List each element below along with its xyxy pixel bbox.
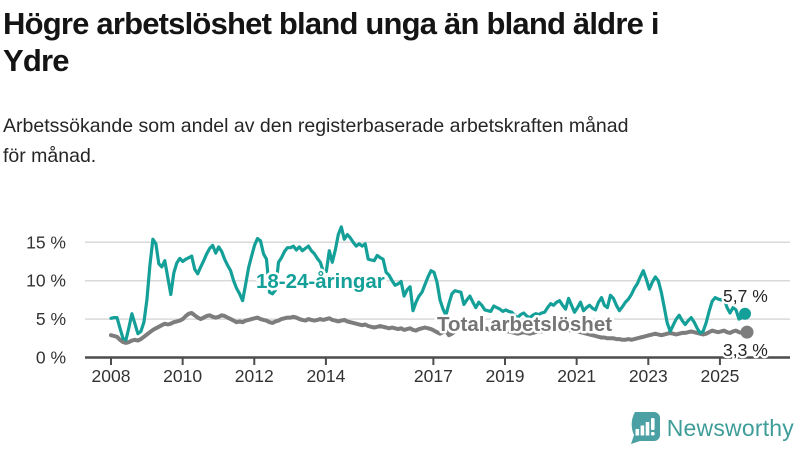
logo-bar-3 bbox=[645, 422, 650, 436]
x-tick-label-2025: 2025 bbox=[700, 366, 739, 386]
logo-bar-2 bbox=[640, 425, 644, 436]
brand-name: Newsworthy bbox=[666, 414, 794, 441]
x-tick-label-2019: 2019 bbox=[486, 366, 525, 386]
x-tick-label-2008: 2008 bbox=[92, 366, 131, 386]
logo-bar-1 bbox=[635, 429, 639, 436]
x-tick-label-2010: 2010 bbox=[163, 366, 202, 386]
end-dot-total bbox=[740, 325, 754, 339]
end-label-young: 5,7 % bbox=[723, 286, 768, 306]
series-label-total: Total arbetslöshet bbox=[437, 313, 612, 336]
subtitle-line-2: för månad. bbox=[3, 145, 97, 167]
x-tick-label-2014: 2014 bbox=[306, 366, 345, 386]
chart-subtitle: Arbetssökande som andel av den registerb… bbox=[3, 111, 797, 171]
x-tick-label-2012: 2012 bbox=[235, 366, 274, 386]
logo-exclamation-dot bbox=[650, 432, 655, 436]
series-label-young: 18-24-åringar bbox=[256, 270, 385, 293]
subtitle-line-1: Arbetssökande som andel av den registerb… bbox=[3, 115, 629, 137]
page-title-line-1: Högre arbetslöshet bland unga än bland ä… bbox=[3, 6, 659, 41]
x-tick-label-2021: 2021 bbox=[557, 366, 596, 386]
page-title-line-2: Ydre bbox=[3, 43, 70, 78]
x-tick-label-2017: 2017 bbox=[414, 366, 453, 386]
x-tick-label-2023: 2023 bbox=[629, 366, 668, 386]
speech-bubble-bar-chart-icon bbox=[630, 412, 660, 444]
logo-exclamation-bar bbox=[650, 418, 655, 430]
y-tick-label-5: 5 % bbox=[36, 309, 66, 329]
end-dot-young bbox=[739, 307, 751, 320]
series-line-young bbox=[109, 225, 747, 342]
y-tick-label-10: 10 % bbox=[26, 271, 66, 291]
y-tick-label-15: 15 % bbox=[26, 232, 66, 252]
end-label-total: 3,3 % bbox=[723, 340, 768, 360]
series-line-total bbox=[109, 311, 747, 345]
logo-bubble bbox=[630, 412, 660, 444]
chart-header: Högre arbetslöshet bland unga än bland ä… bbox=[3, 5, 797, 79]
newsworthy-logo: Newsworthy bbox=[629, 412, 794, 444]
y-tick-label-0: 0 % bbox=[36, 348, 66, 368]
